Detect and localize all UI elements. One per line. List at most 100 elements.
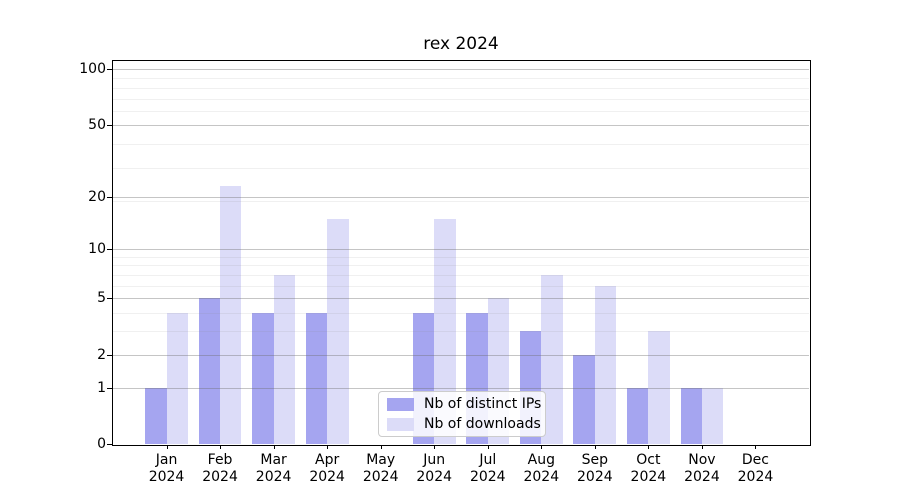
x-tick-label-dec: Dec 2024 <box>727 452 783 486</box>
major-gridline <box>113 249 809 251</box>
legend-item-distinct-ips: Nb of distinct IPs <box>379 396 545 413</box>
x-tick-year: 2024 <box>684 469 720 485</box>
x-tick-year: 2024 <box>416 469 453 485</box>
x-tick-label-oct: Oct 2024 <box>620 452 676 486</box>
y-tick-label: 5 <box>97 290 106 307</box>
y-tick-mark <box>107 444 112 445</box>
bar-downloads-jan <box>166 313 188 444</box>
bar-distinct-ips-nov <box>680 387 702 444</box>
x-tick-label-mar: Mar 2024 <box>246 452 302 486</box>
bar-distinct-ips-oct <box>626 387 649 444</box>
y-tick-mark <box>107 298 112 300</box>
bar-downloads-aug <box>541 275 563 444</box>
bar-distinct-ips-mar <box>252 313 274 444</box>
bar-downloads-sep <box>594 285 617 444</box>
x-tick-year: 2024 <box>469 469 506 485</box>
y-tick-mark <box>107 249 112 251</box>
x-tick-label-may: May 2024 <box>353 452 409 486</box>
bar-downloads-jun <box>434 218 456 444</box>
x-tick-year: 2024 <box>148 469 185 485</box>
x-tick-year: 2024 <box>309 469 345 485</box>
x-tick-year: 2024 <box>737 469 774 485</box>
x-tick-mark <box>701 445 703 449</box>
chart-title: rex 2024 <box>423 34 499 54</box>
x-tick-year: 2024 <box>523 469 560 485</box>
minor-gridline <box>113 78 809 80</box>
x-tick-label-nov: Nov 2024 <box>674 452 730 486</box>
x-tick-mark <box>541 445 543 449</box>
minor-gridline <box>113 144 809 146</box>
y-tick-mark <box>107 124 112 126</box>
y-tick-label: 20 <box>88 188 106 205</box>
x-tick-mark <box>273 445 275 449</box>
y-tick-label: 50 <box>88 116 106 133</box>
y-tick-mark <box>107 387 112 389</box>
x-tick-label-sep: Sep 2024 <box>567 452 623 486</box>
x-tick-label-jul: Jul 2024 <box>460 452 516 486</box>
x-tick-label-jun: Jun 2024 <box>406 452 462 486</box>
y-tick-label: 0 <box>97 436 106 452</box>
x-tick-mark <box>755 445 757 449</box>
bar-distinct-ips-sep <box>573 354 595 444</box>
x-tick-month: Jun <box>423 452 446 468</box>
x-tick-label-aug: Aug 2024 <box>513 452 569 486</box>
legend-item-downloads: Nb of downloads <box>379 416 545 433</box>
x-tick-mark <box>487 445 489 449</box>
x-tick-year: 2024 <box>630 469 667 485</box>
x-tick-mark <box>327 445 329 449</box>
y-tick-label: 2 <box>97 346 106 363</box>
x-tick-label-jan: Jan 2024 <box>139 452 195 486</box>
minor-gridline <box>113 285 809 287</box>
x-tick-year: 2024 <box>362 469 399 485</box>
minor-gridline <box>113 98 809 100</box>
x-tick-month: Dec <box>741 452 769 468</box>
major-gridline <box>113 124 809 126</box>
x-tick-mark <box>648 445 650 449</box>
legend-label: Nb of downloads <box>424 416 541 432</box>
y-tick-label: 100 <box>79 60 106 77</box>
x-tick-month: Jan <box>155 452 178 468</box>
minor-gridline <box>113 200 809 202</box>
bar-downloads-oct <box>648 331 670 444</box>
minor-gridline <box>113 87 809 89</box>
bar-downloads-mar <box>273 275 296 444</box>
x-tick-mark <box>220 445 222 449</box>
minor-gridline <box>113 111 809 113</box>
minor-gridline <box>113 275 809 277</box>
x-tick-month: May <box>366 452 396 468</box>
x-tick-month: Apr <box>315 452 340 468</box>
x-tick-year: 2024 <box>202 469 238 485</box>
downloads-swatch <box>387 417 414 431</box>
legend: Nb of distinct IPs Nb of downloads <box>378 391 546 437</box>
x-tick-month: Mar <box>260 452 287 468</box>
major-gridline <box>113 196 809 198</box>
bar-distinct-ips-feb <box>198 298 221 444</box>
minor-gridline <box>113 167 809 169</box>
plot-area <box>113 61 809 444</box>
minor-gridline <box>113 256 809 258</box>
x-tick-month: Jul <box>479 452 497 468</box>
x-tick-month: Nov <box>688 452 716 468</box>
x-tick-label-apr: Apr 2024 <box>299 452 355 486</box>
bar-downloads-nov <box>701 387 724 444</box>
bar-distinct-ips-jan <box>145 387 167 444</box>
x-tick-month: Aug <box>527 452 555 468</box>
minor-gridline <box>113 265 809 267</box>
x-tick-mark <box>166 445 168 449</box>
x-tick-label-feb: Feb 2024 <box>192 452 248 486</box>
x-tick-month: Feb <box>207 452 233 468</box>
x-tick-year: 2024 <box>577 469 613 485</box>
y-tick-label: 10 <box>88 241 106 258</box>
x-tick-month: Oct <box>636 452 661 468</box>
x-tick-month: Sep <box>581 452 609 468</box>
legend-label: Nb of distinct IPs <box>424 396 542 412</box>
y-tick-mark <box>107 196 112 198</box>
y-tick-mark <box>107 354 112 356</box>
bar-downloads-feb <box>220 185 242 444</box>
y-tick-mark <box>107 68 112 70</box>
x-tick-mark <box>380 445 382 449</box>
x-tick-year: 2024 <box>255 469 292 485</box>
bar-downloads-apr <box>327 218 349 444</box>
y-tick-label: 1 <box>97 379 106 396</box>
